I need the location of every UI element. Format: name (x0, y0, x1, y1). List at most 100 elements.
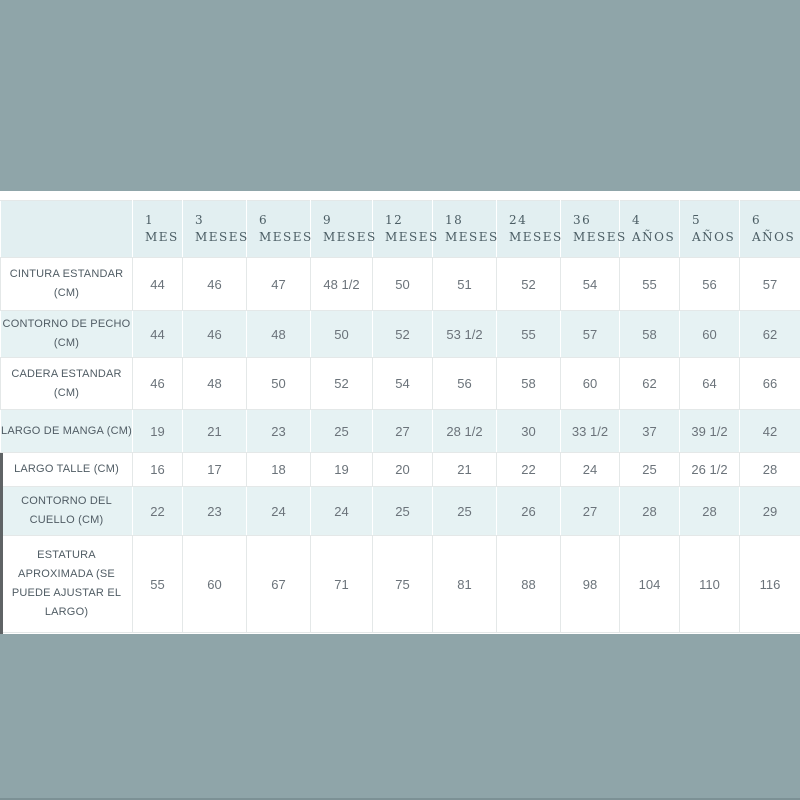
column-header-qty: 12 (385, 213, 404, 227)
column-header: 12 MESES (372, 200, 439, 258)
column-header-unit: AÑOS (752, 230, 796, 244)
value-cell: 42 (739, 409, 800, 453)
bottom-edge-shade (0, 798, 800, 800)
column-header-unit: MESES (323, 230, 377, 244)
value-cell: 60 (679, 310, 740, 358)
value-cell: 55 (132, 535, 183, 633)
table-row-estatura-aproximada: ESTATURA APROXIMADA (SE PUEDE AJUSTAR EL… (0, 535, 800, 633)
column-header-qty: 6 (752, 213, 762, 227)
size-chart-table: 1 MES 3 MESES 6 MESES 9 MESES 12 MESES (0, 200, 800, 633)
row-label: LARGO TALLE (CM) (0, 452, 133, 487)
value-cell: 55 (496, 310, 561, 358)
column-header: 6 MESES (246, 200, 313, 258)
value-cell: 54 (560, 257, 620, 311)
value-cell: 50 (310, 310, 373, 358)
value-cell: 75 (372, 535, 433, 633)
size-chart-panel: 1 MES 3 MESES 6 MESES 9 MESES 12 MESES (0, 191, 800, 634)
column-header: 9 MESES (310, 200, 377, 258)
value-cell: 53 1/2 (432, 310, 497, 358)
value-cell: 25 (310, 409, 373, 453)
column-header-unit: MESES (445, 230, 499, 244)
table-row-cintura-estandar: CINTURA ESTANDAR (CM) 44 46 47 48 1/2 50… (0, 257, 800, 311)
value-cell: 20 (372, 452, 433, 487)
column-header-qty: 6 (259, 213, 269, 227)
value-cell: 46 (182, 257, 247, 311)
value-cell: 56 (679, 257, 740, 311)
value-cell: 17 (182, 452, 247, 487)
column-header-unit: MESES (509, 230, 563, 244)
value-cell: 33 1/2 (560, 409, 620, 453)
column-header: 1 MES (132, 200, 183, 258)
column-header: 3 MESES (182, 200, 247, 258)
value-cell: 30 (496, 409, 561, 453)
column-header-qty: 24 (509, 213, 528, 227)
value-cell: 52 (372, 310, 433, 358)
value-cell: 27 (372, 409, 433, 453)
column-header: 36 MESES (560, 200, 627, 258)
value-cell: 55 (619, 257, 680, 311)
value-cell: 24 (560, 452, 620, 487)
value-cell: 52 (496, 257, 561, 311)
value-cell: 26 1/2 (679, 452, 740, 487)
value-cell: 52 (310, 357, 373, 410)
column-header-unit: MESES (573, 230, 627, 244)
value-cell: 81 (432, 535, 497, 633)
table-row-cadera-estandar: CADERA ESTANDAR (CM) 46 48 50 52 54 56 5… (0, 357, 800, 410)
value-cell: 46 (182, 310, 247, 358)
value-cell: 54 (372, 357, 433, 410)
value-cell: 56 (432, 357, 497, 410)
row-label: CINTURA ESTANDAR (CM) (0, 257, 133, 311)
table-row-contorno-del-cuello: CONTORNO DEL CUELLO (CM) 22 23 24 24 25 … (0, 486, 800, 536)
value-cell: 57 (560, 310, 620, 358)
value-cell: 57 (739, 257, 800, 311)
value-cell: 58 (619, 310, 680, 358)
value-cell: 23 (182, 486, 247, 536)
value-cell: 47 (246, 257, 311, 311)
value-cell: 37 (619, 409, 680, 453)
value-cell: 48 (182, 357, 247, 410)
value-cell: 44 (132, 257, 183, 311)
header-row: 1 MES 3 MESES 6 MESES 9 MESES 12 MESES (0, 200, 800, 258)
value-cell: 67 (246, 535, 311, 633)
value-cell: 25 (432, 486, 497, 536)
value-cell: 62 (619, 357, 680, 410)
value-cell: 71 (310, 535, 373, 633)
left-edge-artifact-line (0, 453, 3, 634)
value-cell: 22 (132, 486, 183, 536)
value-cell: 60 (182, 535, 247, 633)
value-cell: 28 (619, 486, 680, 536)
value-cell: 24 (246, 486, 311, 536)
row-label: CONTORNO DEL CUELLO (CM) (0, 486, 133, 536)
column-header-unit: AÑOS (632, 230, 676, 244)
column-header-qty: 9 (323, 213, 333, 227)
column-header-unit: AÑOS (692, 230, 736, 244)
value-cell: 21 (432, 452, 497, 487)
value-cell: 19 (132, 409, 183, 453)
value-cell: 60 (560, 357, 620, 410)
value-cell: 110 (679, 535, 740, 633)
value-cell: 28 (739, 452, 800, 487)
table-row-contorno-de-pecho: CONTORNO DE PECHO (CM) 44 46 48 50 52 53… (0, 310, 800, 358)
column-header-qty: 18 (445, 213, 464, 227)
value-cell: 48 (246, 310, 311, 358)
column-header: 24 MESES (496, 200, 563, 258)
value-cell: 104 (619, 535, 680, 633)
value-cell: 66 (739, 357, 800, 410)
column-header: 6 AÑOS (739, 200, 800, 258)
value-cell: 64 (679, 357, 740, 410)
column-header-qty: 1 (145, 213, 155, 227)
value-cell: 50 (246, 357, 311, 410)
row-label: ESTATURA APROXIMADA (SE PUEDE AJUSTAR EL… (0, 535, 133, 633)
column-header-unit: MESES (385, 230, 439, 244)
value-cell: 98 (560, 535, 620, 633)
column-header: 18 MESES (432, 200, 499, 258)
row-label: CONTORNO DE PECHO (CM) (0, 310, 133, 358)
value-cell: 39 1/2 (679, 409, 740, 453)
value-cell: 62 (739, 310, 800, 358)
value-cell: 24 (310, 486, 373, 536)
column-header-unit: MESES (259, 230, 313, 244)
column-header-qty: 36 (573, 213, 592, 227)
column-header-qty: 5 (692, 213, 702, 227)
value-cell: 16 (132, 452, 183, 487)
